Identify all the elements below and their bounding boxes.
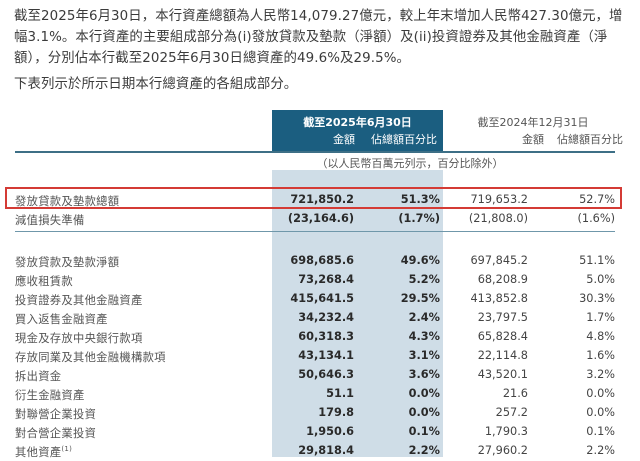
prior-amount: 697,845.2 xyxy=(470,254,529,267)
table-row: 發放貸款及墊款總額 721,850.2 51.3% 719,653.2 52.7… xyxy=(0,192,640,210)
prior-amount: 21.6 xyxy=(502,387,528,400)
current-pct: 0.0% xyxy=(408,406,440,419)
intro-paragraph-2: 下表列示於所示日期本行總資產的各組成部分。 xyxy=(14,77,298,92)
prior-amount: 413,852.8 xyxy=(470,292,529,305)
current-amount: (23,164.6) xyxy=(287,212,354,225)
current-amount: 29,818.4 xyxy=(298,444,354,457)
current-pct: (1.7%) xyxy=(398,212,440,225)
prior-amount: 43,520.1 xyxy=(477,368,528,381)
row-label: 投資證券及其他金融資產 xyxy=(15,294,143,307)
current-pct: 3.1% xyxy=(408,349,440,362)
table-row: 現金及存放中央銀行款項 60,318.3 4.3% 65,828.4 4.8% xyxy=(0,329,640,347)
prior-amount: (21,808.0) xyxy=(468,212,528,225)
table-row: 應收租賃款 73,268.4 5.2% 68,208.9 5.0% xyxy=(0,272,640,290)
row-label: 買入返售金融資產 xyxy=(15,313,108,326)
prior-amount: 719,653.2 xyxy=(470,193,529,206)
current-pct: 29.5% xyxy=(400,292,440,305)
prior-amount: 23,797.5 xyxy=(477,311,528,324)
row-label: 現金及存放中央銀行款項 xyxy=(15,332,143,345)
current-amount: 60,318.3 xyxy=(298,330,354,343)
prior-pct: 52.7% xyxy=(579,193,615,206)
row-label: 對聯營企業投資 xyxy=(15,408,97,421)
current-pct: 4.3% xyxy=(408,330,440,343)
current-amount: 698,685.6 xyxy=(290,254,354,267)
row-label: 拆出資金 xyxy=(15,370,62,383)
unit-note: （以人民幣百萬元列示，百分比除外） xyxy=(316,157,504,170)
table-row: 投資證券及其他金融資產 415,641.5 29.5% 413,852.8 30… xyxy=(0,291,640,309)
prior-amount: 22,114.8 xyxy=(477,349,528,362)
current-amount: 415,641.5 xyxy=(290,292,354,305)
row-label: 發放貸款及墊款淨額 xyxy=(15,256,120,269)
prior-pct: 3.2% xyxy=(586,368,615,381)
table-row: 其他資產(1) 29,818.4 2.2% 27,960.2 2.2% xyxy=(0,443,640,461)
prior-amount: 68,208.9 xyxy=(477,273,528,286)
row-label: 應收租賃款 xyxy=(15,275,73,288)
current-pct: 0.0% xyxy=(408,387,440,400)
prior-pct: 0.0% xyxy=(586,387,615,400)
prior-pct: 30.3% xyxy=(579,292,615,305)
prior-pct: 0.0% xyxy=(586,406,615,419)
current-period-date: 截至2025年6月30日 xyxy=(303,116,412,129)
table-row: 對合營企業投資 1,950.6 0.1% 1,790.3 0.1% xyxy=(0,424,640,442)
header-divider xyxy=(15,151,615,153)
highlight-box xyxy=(5,187,622,209)
current-amount: 51.1 xyxy=(326,387,354,400)
current-pct: 51.3% xyxy=(400,193,440,206)
current-amount-header: 金額 xyxy=(333,133,355,146)
table-row: 衍生金融資產 51.1 0.0% 21.6 0.0% xyxy=(0,386,640,404)
current-pct-header: 佔總額百分比 xyxy=(371,133,437,146)
current-amount: 34,232.4 xyxy=(298,311,354,324)
intro-paragraph-1: 截至2025年6月30日，本行資產總額為人民幣14,079.27億元，較上年末增… xyxy=(14,9,623,66)
current-amount: 43,134.1 xyxy=(298,349,354,362)
footnote-marker: (1) xyxy=(61,445,73,454)
prior-pct: 0.1% xyxy=(586,425,615,438)
prior-pct: 2.2% xyxy=(586,444,615,457)
prior-pct-header: 佔總額百分比 xyxy=(557,133,623,146)
table-row: 對聯營企業投資 179.8 0.0% 257.2 0.0% xyxy=(0,405,640,423)
current-pct: 0.1% xyxy=(408,425,440,438)
current-period-column-background xyxy=(272,170,443,457)
current-period-header: 截至2025年6月30日 金額 佔總額百分比 xyxy=(272,110,443,151)
row-label: 衍生金融資產 xyxy=(15,389,85,402)
current-pct: 49.6% xyxy=(400,254,440,267)
row-label: 對合營企業投資 xyxy=(15,427,97,440)
prior-amount: 65,828.4 xyxy=(477,330,528,343)
prior-pct: 4.8% xyxy=(586,330,615,343)
row-label: 其他資產(1) xyxy=(15,444,72,460)
current-amount: 50,646.3 xyxy=(298,368,354,381)
current-amount: 1,950.6 xyxy=(306,425,354,438)
prior-amount: 1,790.3 xyxy=(484,425,528,438)
table-row: 減值損失準備 (23,164.6) (1.7%) (21,808.0) (1.6… xyxy=(0,211,640,229)
prior-pct: 1.6% xyxy=(586,349,615,362)
row-label-text: 其他資產 xyxy=(15,446,62,459)
prior-amount: 257.2 xyxy=(495,406,528,419)
table-row: 買入返售金融資產 34,232.4 2.4% 23,797.5 1.7% xyxy=(0,310,640,328)
current-pct: 5.2% xyxy=(408,273,440,286)
current-pct: 2.2% xyxy=(408,444,440,457)
current-amount: 73,268.4 xyxy=(298,273,354,286)
current-pct: 3.6% xyxy=(408,368,440,381)
prior-pct: 5.0% xyxy=(586,273,615,286)
table-row: 存放同業及其他金融機構款項 43,134.1 3.1% 22,114.8 1.6… xyxy=(0,348,640,366)
prior-pct: (1.6%) xyxy=(577,212,615,225)
subtotal-divider xyxy=(15,231,615,232)
prior-amount-header: 金額 xyxy=(522,133,544,146)
row-label: 發放貸款及墊款總額 xyxy=(15,195,120,208)
prior-pct: 1.7% xyxy=(586,311,615,324)
table-row: 拆出資金 50,646.3 3.6% 43,520.1 3.2% xyxy=(0,367,640,385)
row-label: 存放同業及其他金融機構款項 xyxy=(15,351,166,364)
prior-period-date: 截至2024年12月31日 xyxy=(477,116,589,129)
prior-pct: 51.1% xyxy=(579,254,615,267)
current-amount: 179.8 xyxy=(318,406,354,419)
table-row: 發放貸款及墊款淨額 698,685.6 49.6% 697,845.2 51.1… xyxy=(0,253,640,271)
prior-amount: 27,960.2 xyxy=(477,444,528,457)
row-label: 減值損失準備 xyxy=(15,214,85,227)
current-amount: 721,850.2 xyxy=(290,193,354,206)
current-pct: 2.4% xyxy=(408,311,440,324)
